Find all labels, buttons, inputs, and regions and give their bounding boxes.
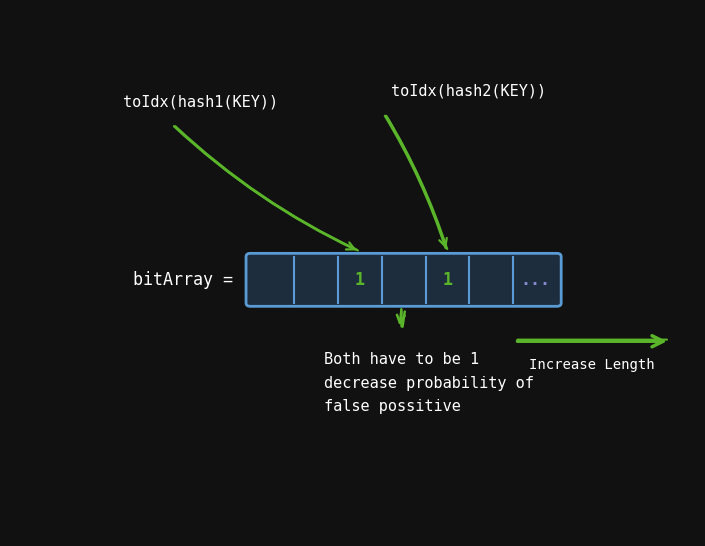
Text: toIdx(hash2(KEY)): toIdx(hash2(KEY)) xyxy=(391,84,546,98)
Text: Both have to be 1
decrease probability of
false possitive: Both have to be 1 decrease probability o… xyxy=(324,352,534,414)
Text: toIdx(hash1(KEY)): toIdx(hash1(KEY)) xyxy=(123,94,278,109)
Text: Increase Length: Increase Length xyxy=(529,358,655,372)
Text: bitArray =: bitArray = xyxy=(133,271,243,289)
Text: 1: 1 xyxy=(355,271,364,289)
Text: 1: 1 xyxy=(443,271,453,289)
FancyBboxPatch shape xyxy=(246,253,561,306)
Text: ...: ... xyxy=(520,271,550,289)
